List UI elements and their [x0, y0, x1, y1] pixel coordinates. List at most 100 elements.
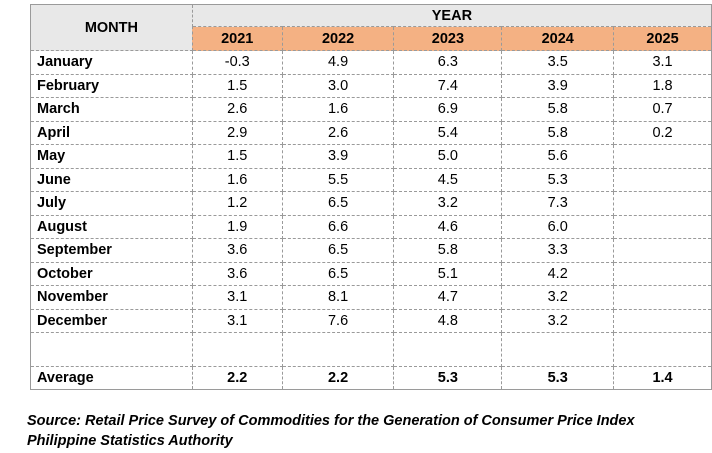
- month-cell: February: [30, 73, 193, 98]
- value-cell: [613, 167, 712, 192]
- value-cell: 0.2: [613, 120, 712, 145]
- month-cell: April: [30, 120, 193, 145]
- value-cell: 6.6: [281, 214, 395, 239]
- average-value: 2.2: [281, 366, 395, 390]
- year-column-header: 2021: [191, 26, 283, 51]
- value-cell: 4.9: [281, 50, 395, 75]
- average-label: Average: [30, 366, 193, 390]
- value-cell: 2.9: [191, 120, 283, 145]
- inflation-table: MONTH YEAR 2021 2022 2023 2024 2025 Janu…: [30, 4, 712, 390]
- value-cell: 3.2: [501, 285, 615, 310]
- value-cell: 1.5: [191, 144, 283, 169]
- value-cell: 5.4: [393, 120, 503, 145]
- value-cell: 3.6: [191, 261, 283, 286]
- table-row: August 1.9 6.6 4.6 6.0: [30, 214, 712, 239]
- month-cell: November: [30, 285, 193, 310]
- value-cell: 1.9: [191, 214, 283, 239]
- value-cell: [613, 238, 712, 263]
- value-cell: 6.9: [393, 97, 503, 122]
- value-cell: 6.3: [393, 50, 503, 75]
- value-cell: 2.6: [281, 120, 395, 145]
- value-cell: 3.6: [191, 238, 283, 263]
- table-row: February 1.5 3.0 7.4 3.9 1.8: [30, 73, 712, 98]
- value-cell: [613, 191, 712, 216]
- value-cell: [613, 144, 712, 169]
- value-cell: [613, 308, 712, 333]
- value-cell: 3.2: [393, 191, 503, 216]
- month-header: MONTH: [30, 4, 193, 51]
- average-row: Average 2.2 2.2 5.3 5.3 1.4: [30, 366, 712, 390]
- value-cell: 3.1: [613, 50, 712, 75]
- value-cell: 3.9: [501, 73, 615, 98]
- value-cell: 5.6: [501, 144, 615, 169]
- value-cell: [613, 285, 712, 310]
- value-cell: -0.3: [191, 50, 283, 75]
- value-cell: 7.4: [393, 73, 503, 98]
- value-cell: 3.1: [191, 285, 283, 310]
- table-row: May 1.5 3.9 5.0 5.6: [30, 144, 712, 169]
- average-value: 5.3: [501, 366, 615, 390]
- table-row: December 3.1 7.6 4.8 3.2: [30, 308, 712, 333]
- empty-cell: [393, 332, 503, 367]
- year-column-header: 2025: [613, 26, 712, 51]
- value-cell: 4.5: [393, 167, 503, 192]
- empty-cell: [30, 332, 193, 367]
- table-row: June 1.6 5.5 4.5 5.3: [30, 167, 712, 192]
- value-cell: 3.9: [281, 144, 395, 169]
- value-cell: 5.1: [393, 261, 503, 286]
- month-cell: June: [30, 167, 193, 192]
- table-row: November 3.1 8.1 4.7 3.2: [30, 285, 712, 310]
- value-cell: 6.5: [281, 191, 395, 216]
- value-cell: 1.8: [613, 73, 712, 98]
- month-cell: May: [30, 144, 193, 169]
- spacer-row: [30, 332, 712, 367]
- average-value: 1.4: [613, 366, 712, 390]
- table-row: October 3.6 6.5 5.1 4.2: [30, 261, 712, 286]
- table-row: January -0.3 4.9 6.3 3.5 3.1: [30, 50, 712, 75]
- value-cell: 0.7: [613, 97, 712, 122]
- value-cell: 5.5: [281, 167, 395, 192]
- year-column-header: 2022: [281, 26, 395, 51]
- empty-cell: [613, 332, 712, 367]
- value-cell: 3.0: [281, 73, 395, 98]
- value-cell: 4.7: [393, 285, 503, 310]
- value-cell: 5.0: [393, 144, 503, 169]
- value-cell: [613, 261, 712, 286]
- month-cell: September: [30, 238, 193, 263]
- value-cell: 1.2: [191, 191, 283, 216]
- table-row: March 2.6 1.6 6.9 5.8 0.7: [30, 97, 712, 122]
- value-cell: 3.2: [501, 308, 615, 333]
- value-cell: [613, 214, 712, 239]
- table-row: July 1.2 6.5 3.2 7.3: [30, 191, 712, 216]
- value-cell: 7.3: [501, 191, 615, 216]
- value-cell: 3.1: [191, 308, 283, 333]
- value-cell: 6.5: [281, 238, 395, 263]
- value-cell: 6.5: [281, 261, 395, 286]
- empty-cell: [281, 332, 395, 367]
- table-row: April 2.9 2.6 5.4 5.8 0.2: [30, 120, 712, 145]
- average-value: 5.3: [393, 366, 503, 390]
- month-cell: October: [30, 261, 193, 286]
- table-body: January -0.3 4.9 6.3 3.5 3.1 February 1.5 3.0 7.4…: [30, 50, 712, 390]
- value-cell: 6.0: [501, 214, 615, 239]
- value-cell: 8.1: [281, 285, 395, 310]
- month-cell: August: [30, 214, 193, 239]
- value-cell: 5.8: [501, 97, 615, 122]
- value-cell: 1.5: [191, 73, 283, 98]
- value-cell: 7.6: [281, 308, 395, 333]
- value-cell: 3.3: [501, 238, 615, 263]
- month-cell: December: [30, 308, 193, 333]
- source-line: Source: Retail Price Survey of Commoditi…: [27, 413, 635, 429]
- value-cell: 5.3: [501, 167, 615, 192]
- average-value: 2.2: [191, 366, 283, 390]
- month-cell: July: [30, 191, 193, 216]
- year-header: YEAR: [191, 4, 712, 27]
- value-cell: 3.5: [501, 50, 615, 75]
- month-cell: March: [30, 97, 193, 122]
- empty-cell: [191, 332, 283, 367]
- empty-cell: [501, 332, 615, 367]
- value-cell: 1.6: [191, 167, 283, 192]
- table-row: September 3.6 6.5 5.8 3.3: [30, 238, 712, 263]
- value-cell: 5.8: [501, 120, 615, 145]
- value-cell: 4.8: [393, 308, 503, 333]
